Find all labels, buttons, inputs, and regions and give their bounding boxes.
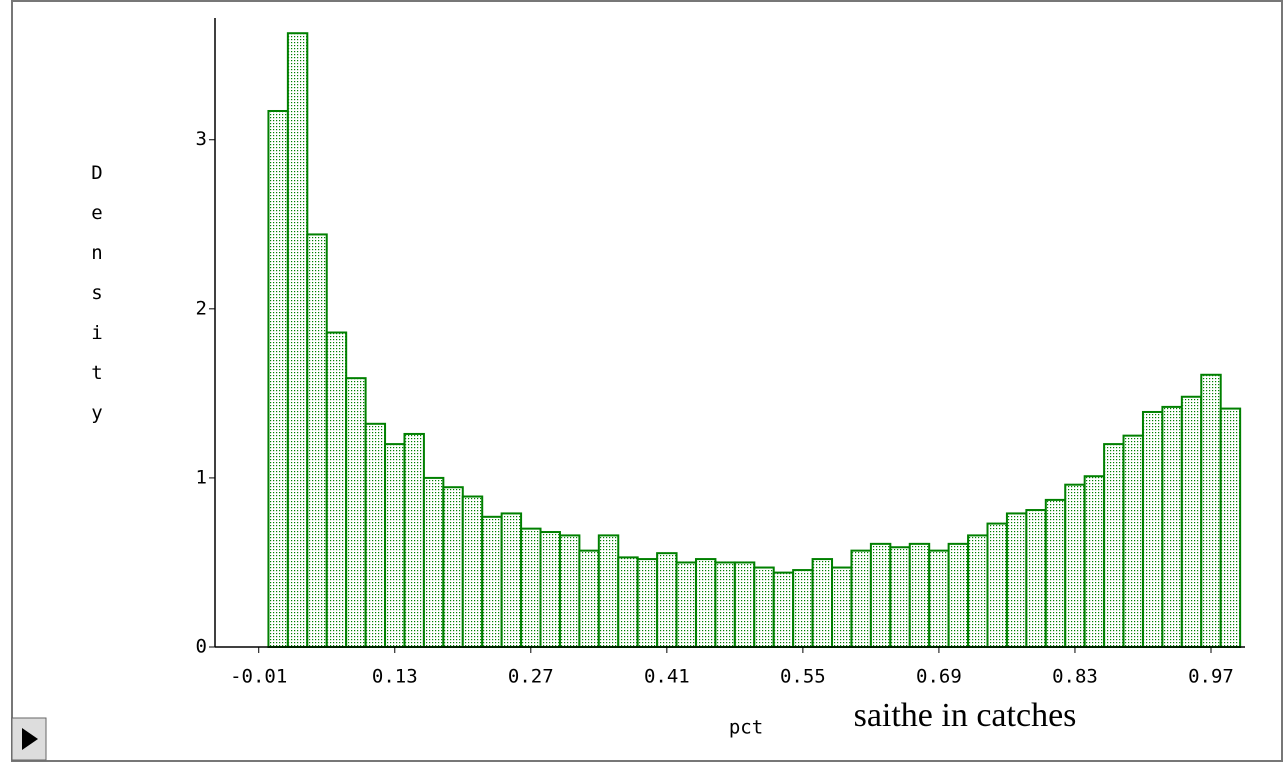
bar (1141, 410, 1164, 648)
x-tick-label: 0.13 (372, 666, 418, 688)
bar (908, 542, 931, 649)
bar (1064, 483, 1086, 649)
bar (986, 522, 1008, 648)
bar (578, 549, 600, 649)
bar (1083, 475, 1106, 648)
bar (656, 552, 678, 649)
bar (967, 534, 989, 648)
bar (597, 534, 620, 648)
bar (481, 515, 503, 649)
bar (811, 558, 834, 648)
x-tick-label: 0.55 (780, 666, 826, 688)
bar (345, 377, 367, 648)
x-axis-note: saithe in catches (854, 697, 1077, 734)
bar (325, 331, 348, 648)
bar (1161, 405, 1183, 649)
bar (558, 534, 581, 648)
bar (772, 571, 795, 649)
bar (539, 531, 561, 648)
x-tick-label: 0.27 (508, 666, 554, 688)
frame (11, 0, 1283, 762)
bar (733, 561, 756, 648)
bar (947, 542, 970, 649)
bar (928, 549, 950, 649)
bar (286, 32, 309, 649)
bar (675, 561, 697, 648)
x-tick-label: -0.01 (230, 666, 287, 688)
bar (831, 566, 853, 648)
bar (617, 556, 639, 648)
bar (1219, 407, 1242, 648)
bar (850, 549, 872, 649)
bar (889, 546, 911, 649)
y-tick-label: 2 (196, 297, 207, 319)
x-tick-label: 0.97 (1188, 666, 1234, 688)
x-tick-label: 0.41 (644, 666, 690, 688)
bar (422, 476, 445, 648)
y-tick-label: 3 (196, 128, 207, 150)
bar (1103, 443, 1125, 648)
bar (364, 422, 387, 648)
bar (403, 432, 425, 648)
y-axis-label: Density (86, 162, 108, 442)
bar (636, 558, 659, 648)
bar (753, 566, 775, 648)
play-button[interactable] (11, 717, 47, 761)
bar (792, 569, 814, 648)
y-tick-label: 1 (196, 466, 207, 488)
bar (500, 512, 523, 649)
bar (714, 561, 736, 648)
bar (869, 542, 892, 649)
bar (442, 486, 464, 648)
bar (461, 495, 484, 648)
bar (267, 109, 289, 648)
bar (1005, 512, 1028, 649)
bar (1200, 373, 1222, 648)
bar (1044, 498, 1067, 649)
bar (1122, 434, 1144, 649)
x-tick-label: 0.83 (1052, 666, 1098, 688)
x-axis-label: pct (729, 717, 763, 739)
x-tick-label: 0.69 (916, 666, 962, 688)
bar (694, 558, 717, 648)
bar (306, 233, 328, 648)
y-tick-label: 0 (196, 636, 207, 658)
bar (520, 527, 542, 648)
bar (1025, 509, 1047, 648)
bar (384, 443, 406, 648)
bar (1180, 395, 1203, 648)
